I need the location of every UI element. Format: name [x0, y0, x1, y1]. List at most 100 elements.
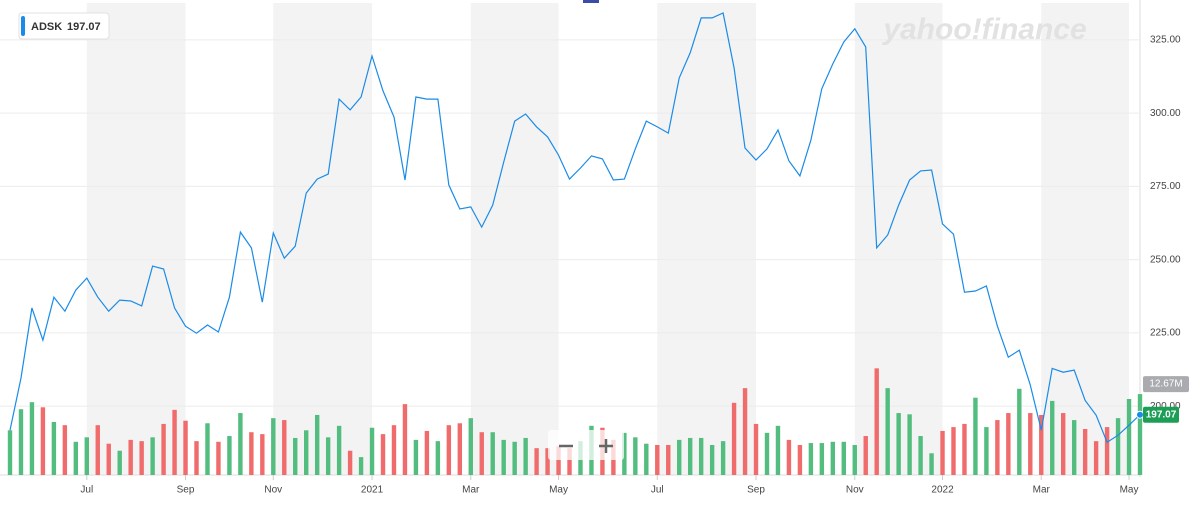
x-tick-label: Sep	[177, 485, 195, 496]
volume-bar	[1028, 413, 1033, 475]
volume-bar	[1061, 413, 1066, 475]
x-tick-label: Mar	[462, 485, 480, 496]
volume-bar	[863, 436, 868, 475]
x-tick-label: Jul	[80, 485, 93, 496]
y-tick-label: 325.00	[1150, 35, 1181, 46]
handle[interactable]	[583, 0, 599, 3]
volume-bar	[369, 427, 375, 475]
volume-bar	[435, 441, 441, 475]
y-tick-label: 225.00	[1150, 328, 1181, 339]
volume-bar	[753, 423, 759, 475]
volume-bar	[413, 439, 419, 475]
volume-bar	[709, 444, 715, 475]
volume-bar	[885, 388, 890, 475]
volume-bar	[819, 443, 825, 475]
price-badge-label: 197.07	[1146, 409, 1177, 420]
volume-bar	[973, 397, 978, 475]
period-band	[657, 3, 757, 475]
volume-bar	[786, 439, 792, 475]
volume-bar	[479, 432, 484, 475]
volume-bar	[249, 432, 254, 475]
volume-bar	[457, 423, 463, 475]
volume-bar	[512, 441, 517, 475]
volume-bar	[720, 441, 726, 475]
volume-bar	[1071, 420, 1077, 475]
x-tick-label: Nov	[264, 485, 282, 496]
volume-bar	[896, 413, 901, 475]
y-tick-label: 250.00	[1150, 254, 1181, 265]
legend-box	[18, 12, 110, 40]
x-tick-label: Mar	[1033, 485, 1051, 496]
volume-bar	[852, 444, 857, 475]
volume-bar	[194, 441, 199, 475]
volume-bar	[325, 437, 331, 475]
volume-bar	[314, 414, 320, 475]
volume-bar	[841, 441, 846, 475]
volume-bar	[183, 420, 188, 475]
volume-bar	[40, 407, 46, 475]
volume-bar	[698, 437, 704, 475]
watermark: yahoo!finance	[881, 13, 1086, 46]
volume-bar	[644, 443, 649, 475]
legend-swatch	[21, 16, 25, 36]
x-tick-label: Jul	[651, 485, 664, 496]
volume-bar	[84, 437, 89, 475]
volume-bar	[1093, 441, 1099, 475]
volume-bar	[1115, 418, 1121, 475]
volume-bar	[336, 425, 342, 475]
volume-bar	[918, 436, 923, 475]
volume-bar	[271, 418, 276, 475]
volume-bar	[62, 425, 68, 475]
volume-bar	[1006, 413, 1011, 475]
volume-bar	[501, 439, 506, 475]
period-band	[854, 3, 943, 475]
volume-bar	[1137, 394, 1143, 475]
volume-bar	[962, 423, 967, 475]
volume-bar	[731, 402, 737, 475]
volume-bar	[95, 425, 100, 475]
volume-bar	[534, 448, 539, 475]
volume-bar	[1104, 427, 1110, 475]
x-tick-label: 2021	[361, 485, 384, 496]
volume-bar	[424, 430, 430, 475]
volume-bar	[764, 432, 770, 475]
volume-bar	[282, 420, 287, 475]
volume-bar	[687, 437, 693, 475]
volume-bar	[655, 444, 660, 475]
volume-bar	[106, 443, 111, 475]
volume-bar	[172, 409, 177, 475]
volume-bar	[29, 402, 35, 475]
x-tick-label: 2022	[931, 485, 954, 496]
volume-bar	[161, 423, 166, 475]
x-tick-label: May	[549, 485, 568, 496]
price-line	[9, 12, 1141, 444]
volume-bar	[874, 368, 879, 475]
volume-bar	[929, 453, 934, 475]
volume-bar	[73, 441, 79, 475]
volume-bar	[666, 444, 671, 475]
volume-badge-label: 12.67M	[1149, 379, 1182, 390]
volume-bar	[490, 432, 495, 475]
volume-bar	[205, 423, 210, 475]
y-tick-label: 300.00	[1150, 108, 1181, 119]
volume-bar	[633, 437, 638, 475]
y-tick-label: 275.00	[1150, 181, 1181, 192]
volume-bar	[293, 437, 298, 475]
volume-bar	[402, 404, 408, 475]
price-badge	[1143, 406, 1179, 423]
volume-bar	[556, 446, 561, 475]
volume-bar	[468, 418, 473, 475]
volume-bar	[391, 425, 397, 475]
last-point	[1136, 410, 1144, 419]
y-tick-label: 200.00	[1150, 401, 1181, 412]
volume-bar	[984, 427, 989, 475]
volume-bar	[227, 436, 232, 475]
volume-badge	[1143, 376, 1189, 393]
x-tick-label: Sep	[747, 485, 765, 496]
volume-bar	[940, 430, 945, 475]
volume-bar	[216, 441, 221, 475]
volume-bar	[139, 441, 144, 475]
volume-bar	[951, 427, 956, 475]
volume-bar	[1050, 400, 1055, 475]
volume-bar	[907, 414, 912, 475]
